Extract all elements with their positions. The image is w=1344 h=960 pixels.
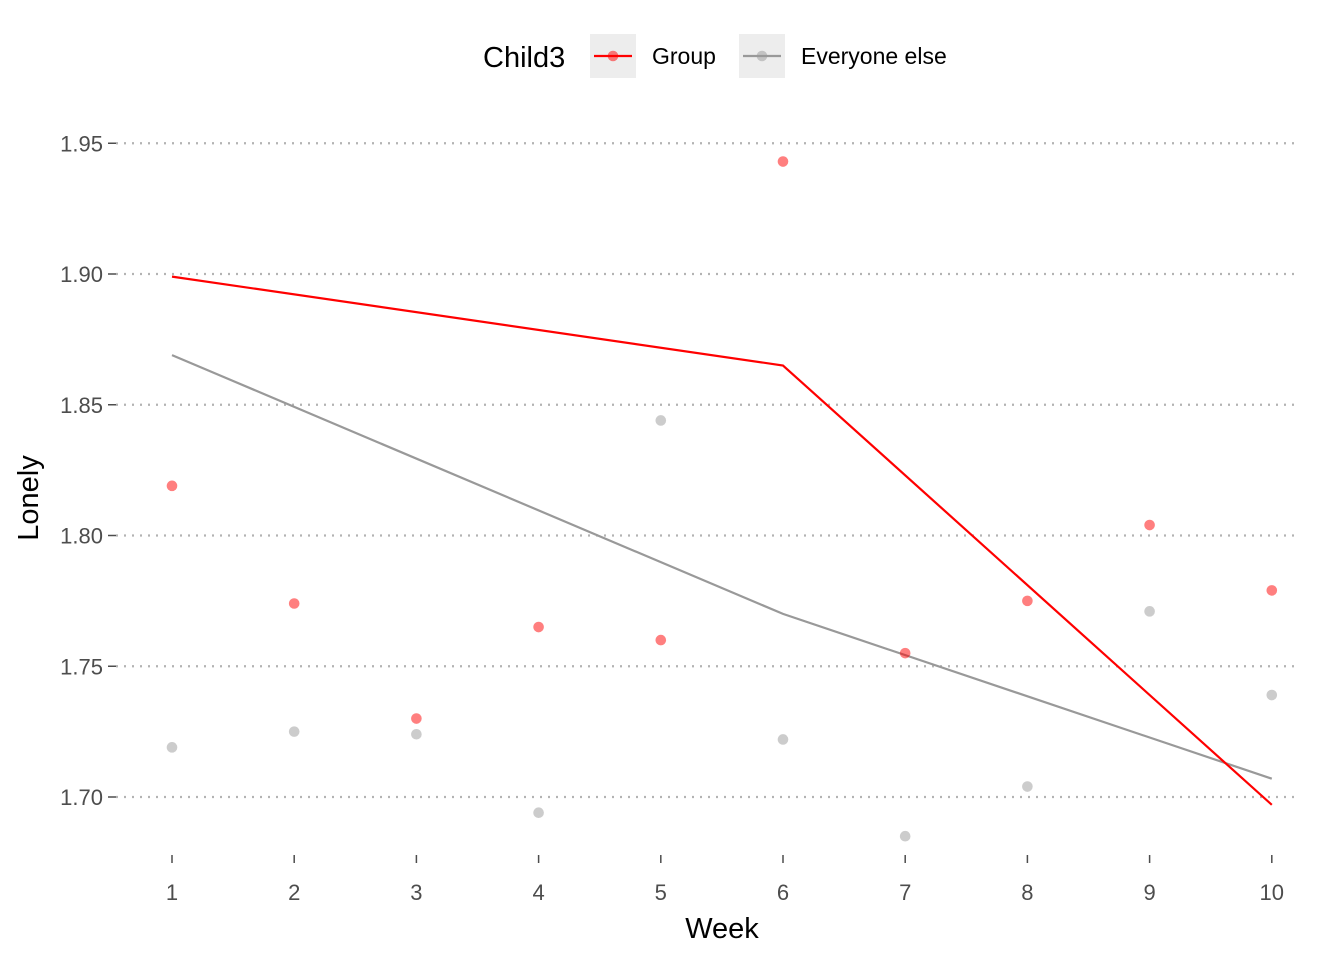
point-group	[899, 647, 911, 659]
legend-key-point	[756, 50, 768, 62]
point-everyone-else	[166, 742, 178, 753]
trend-line-group	[171, 275, 1273, 806]
trend-lines	[171, 275, 1273, 806]
point-group	[1266, 585, 1278, 596]
point-group	[411, 713, 422, 724]
point-everyone-else	[1022, 781, 1033, 792]
y-tick-label: 1.85	[60, 393, 103, 418]
point-group	[533, 621, 544, 633]
x-tick-label: 4	[532, 880, 544, 905]
grid-layer	[116, 142, 1300, 799]
legend-key-point	[607, 50, 619, 62]
legend: Child3 Group Everyone else	[483, 34, 947, 78]
x-axis: 1 2 3 4 5 6 7 8 9 10	[166, 855, 1284, 905]
y-tick-label: 1.70	[60, 785, 103, 810]
point-everyone-else	[1144, 606, 1155, 617]
x-tick-label: 5	[655, 880, 667, 905]
legend-label-everyone-else: Everyone else	[801, 43, 947, 69]
legend-title: Child3	[483, 42, 565, 74]
x-tick-label: 6	[777, 880, 789, 905]
x-tick-label: 9	[1143, 880, 1155, 905]
y-tick-label: 1.95	[60, 131, 103, 156]
point-everyone-else	[899, 830, 911, 842]
x-tick-label: 7	[899, 880, 911, 905]
point-group	[1144, 519, 1155, 531]
x-tick-label: 10	[1260, 880, 1284, 905]
y-tick-label: 1.80	[60, 524, 103, 549]
point-group	[655, 634, 667, 646]
point-group	[1022, 595, 1033, 607]
x-axis-title: Week	[685, 913, 759, 945]
x-tick-label: 8	[1021, 880, 1033, 905]
x-tick-label: 1	[166, 880, 178, 905]
point-group	[777, 156, 789, 167]
point-everyone-else	[655, 415, 667, 426]
point-everyone-else	[411, 728, 422, 740]
x-tick-label: 3	[410, 880, 422, 905]
trend-line-everyone-else	[171, 354, 1273, 780]
point-everyone-else	[533, 807, 544, 818]
legend-label-group: Group	[652, 43, 716, 69]
point-everyone-else	[288, 726, 300, 737]
x-tick-label: 2	[288, 880, 300, 905]
point-everyone-else	[1266, 689, 1278, 701]
point-group	[166, 480, 178, 492]
y-axis-title: Lonely	[13, 455, 45, 541]
point-everyone-else	[777, 734, 789, 745]
y-tick-label: 1.90	[60, 262, 103, 287]
data-points	[166, 156, 1278, 842]
y-tick-label: 1.75	[60, 654, 103, 679]
point-group	[288, 598, 300, 609]
y-axis: 1.70 1.75 1.80 1.85 1.90 1.95	[60, 131, 116, 810]
